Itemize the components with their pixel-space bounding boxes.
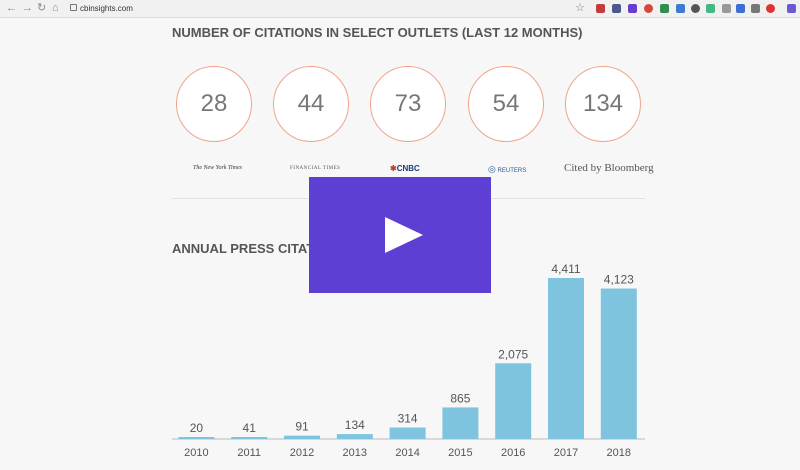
- bar-value-label: 865: [450, 391, 470, 405]
- bar-2012: [284, 435, 320, 439]
- peacock-icon: ✱: [390, 164, 397, 173]
- extension-icon[interactable]: [660, 4, 669, 13]
- x-tick-label: 2011: [237, 447, 261, 459]
- bar-2017: [548, 278, 584, 439]
- citation-count-cnbc: 73: [370, 66, 446, 142]
- extension-icon[interactable]: [706, 4, 715, 13]
- lock-icon: [70, 4, 77, 11]
- nyt-logo: The New York Times: [193, 165, 242, 171]
- profile-avatar[interactable]: [787, 4, 796, 13]
- ft-logo: FINANCIAL TIMES: [290, 166, 341, 171]
- bar-2016: [495, 363, 532, 439]
- extension-icon[interactable]: [751, 4, 760, 13]
- bar-value-label: 20: [190, 421, 204, 435]
- cnbc-logo-text: CNBC: [396, 164, 420, 173]
- citation-count-nyt: 28: [176, 66, 252, 142]
- x-tick-label: 2018: [607, 447, 631, 459]
- citation-count-reuters: 54: [468, 66, 544, 142]
- x-tick-label: 2010: [184, 447, 208, 459]
- x-tick-label: 2017: [554, 447, 578, 459]
- forward-icon[interactable]: →: [22, 2, 33, 14]
- reuters-dots-icon: ◎: [488, 164, 496, 174]
- bar-2015: [442, 407, 479, 439]
- bar-2014: [389, 427, 426, 439]
- annual-citations-title: ANNUAL PRESS CITATIONS: [172, 241, 347, 256]
- x-tick-label: 2015: [448, 447, 472, 459]
- bar-2018: [600, 288, 637, 439]
- citation-count-ft: 44: [273, 66, 349, 142]
- extension-icon[interactable]: [676, 4, 685, 13]
- extension-icon[interactable]: [736, 4, 745, 13]
- play-icon: [385, 217, 423, 253]
- bookmark-star-icon[interactable]: ☆: [575, 2, 585, 14]
- x-tick-label: 2013: [343, 447, 367, 459]
- x-tick-label: 2016: [501, 447, 525, 459]
- bar-value-label: 2,075: [498, 347, 528, 361]
- bloomberg-logo: Cited by Bloomberg: [564, 162, 654, 174]
- extension-icon[interactable]: [628, 4, 637, 13]
- citation-count-bloomberg: 134: [565, 66, 641, 142]
- bar-value-label: 134: [345, 418, 365, 432]
- home-icon[interactable]: ⌂: [52, 2, 59, 14]
- extension-icon[interactable]: [612, 4, 621, 13]
- x-tick-label: 2012: [290, 447, 314, 459]
- extension-icon[interactable]: [596, 4, 605, 13]
- browser-toolbar: ← → ↻ ⌂ cbinsights.com ☆: [0, 0, 800, 18]
- address-bar[interactable]: cbinsights.com: [80, 4, 133, 13]
- x-tick-label: 2014: [395, 447, 419, 459]
- cnbc-logo: ✱CNBC: [390, 164, 420, 173]
- citations-title: NUMBER OF CITATIONS IN SELECT OUTLETS (L…: [172, 25, 583, 40]
- bar-value-label: 314: [398, 412, 418, 426]
- extension-icon[interactable]: [644, 4, 653, 13]
- reuters-logo: ◎ REUTERS: [488, 164, 526, 175]
- bar-value-label: 4,123: [604, 273, 634, 287]
- video-play-button[interactable]: [309, 177, 491, 293]
- extension-icon[interactable]: [691, 4, 700, 13]
- bar-2011: [231, 437, 268, 439]
- bar-2013: [336, 434, 373, 439]
- extension-icon[interactable]: [722, 4, 731, 13]
- extension-icon[interactable]: [766, 4, 775, 13]
- bar-value-label: 91: [295, 420, 309, 434]
- back-icon[interactable]: ←: [6, 2, 17, 14]
- reload-icon[interactable]: ↻: [37, 2, 47, 14]
- reuters-logo-text: REUTERS: [497, 168, 527, 174]
- bar-value-label: 4,411: [551, 262, 580, 276]
- bar-value-label: 41: [243, 421, 257, 435]
- bar-2010: [178, 437, 215, 439]
